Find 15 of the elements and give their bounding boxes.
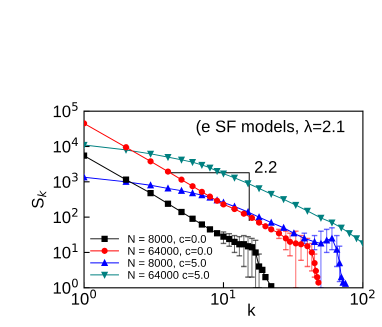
y-tick-label: 10$^{4}$ <box>54 138 78 153</box>
annotation: (e SF models, λ=2.1 <box>196 120 344 136</box>
y-tick-label: 10$^{1}$ <box>54 243 78 259</box>
x-tick-label: 10$^{1}$ <box>211 290 236 305</box>
legend-label: N = 8000, c=0.0 <box>128 234 206 244</box>
y-axis-title: S$_{k}$ <box>32 190 46 208</box>
legend-label: N = 64000, c=0.0 <box>128 246 212 256</box>
legend-label: N = 8000, c=5.0 <box>128 259 206 268</box>
legend-label: N = 64000 c=5.0 <box>128 271 210 279</box>
y-tick-label: 10$^{5}$ <box>54 102 78 118</box>
x-axis-title: k <box>248 304 256 316</box>
x-tick-label: 10$^{2}$ <box>350 290 375 305</box>
annotation: 2.2 <box>254 161 276 173</box>
y-tick-label: 10$^{3}$ <box>54 172 78 188</box>
y-tick-label: 10$^{2}$ <box>54 208 78 224</box>
